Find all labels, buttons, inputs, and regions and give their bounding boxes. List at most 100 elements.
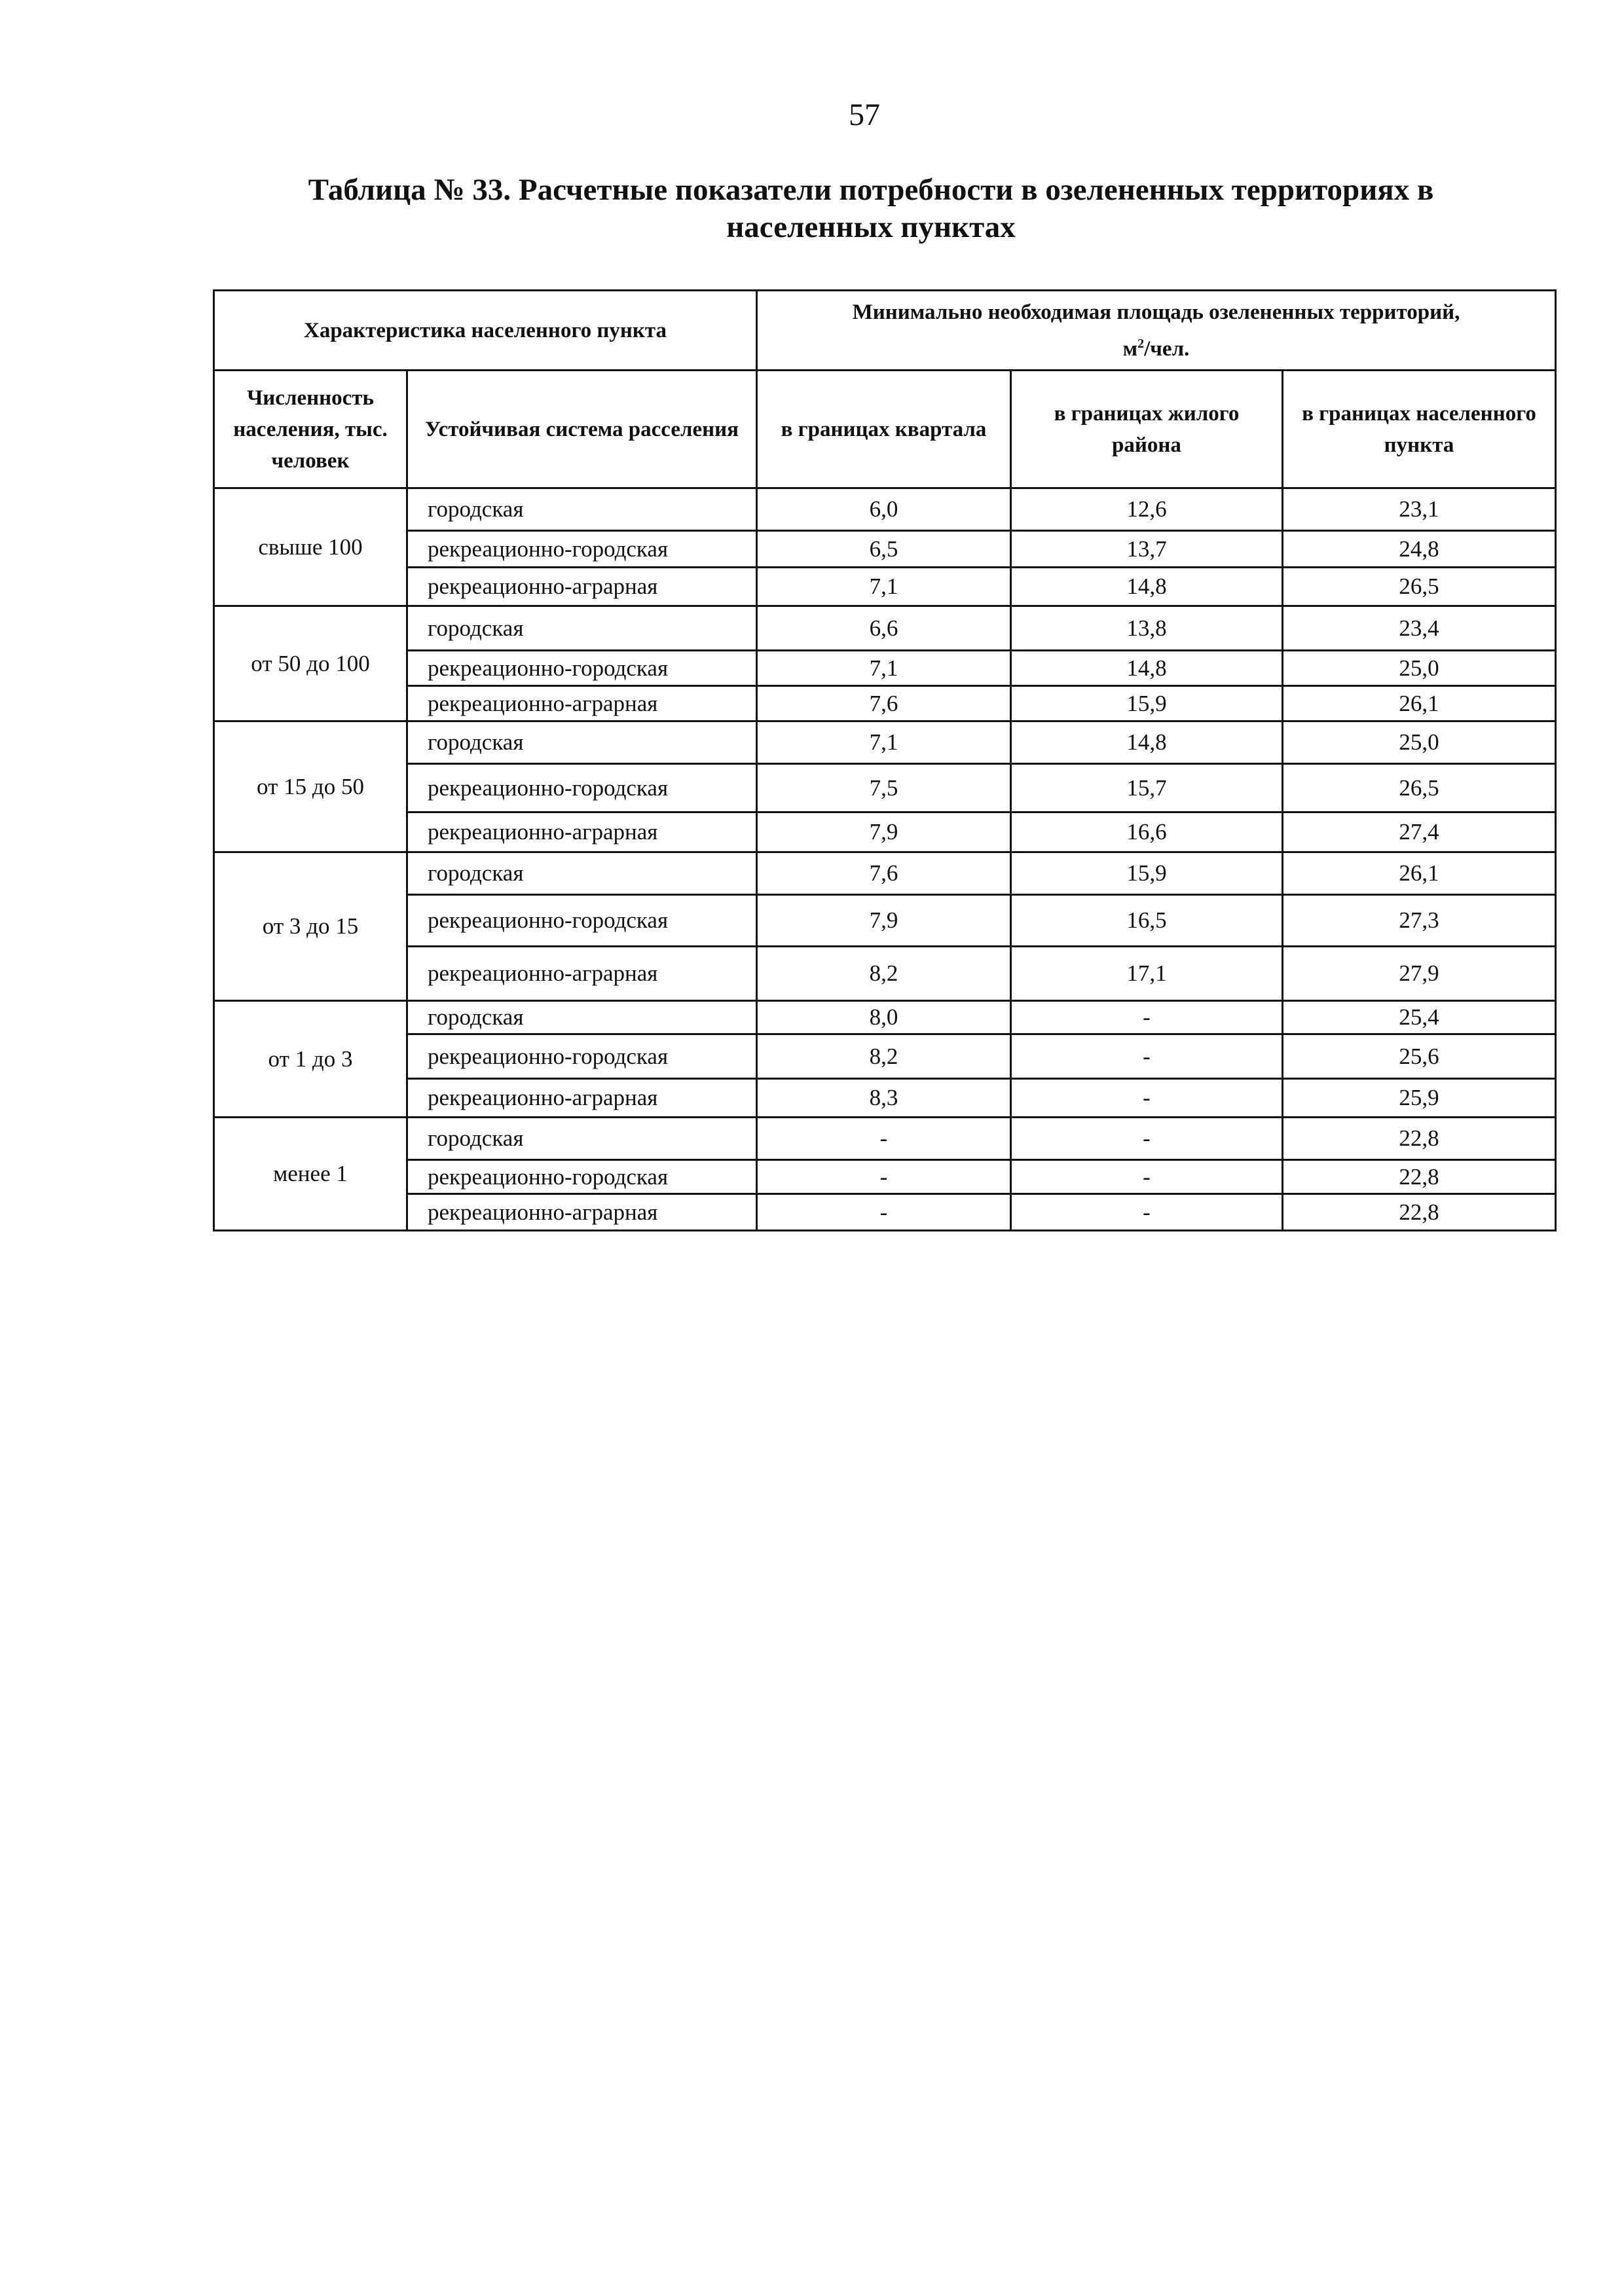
unit-base: м [1122, 337, 1138, 361]
system-cell: рекреационно-аграрная [406, 811, 758, 853]
block-cell: - [756, 1159, 1012, 1195]
district-cell: 14,8 [1010, 566, 1283, 607]
settlement-cell: 25,9 [1282, 1078, 1557, 1118]
district-cell: 15,7 [1010, 763, 1283, 813]
header-district: в границах жилого района [1010, 369, 1283, 489]
unit-sup: 2 [1137, 336, 1145, 351]
system-cell: городская [406, 1116, 758, 1161]
table-row: рекреационно-аграрная 7,9 16,6 27,4 [214, 811, 1557, 853]
system-cell: рекреационно-аграрная [406, 685, 758, 722]
block-cell: - [756, 1116, 1012, 1161]
settlement-cell: 26,5 [1282, 566, 1557, 607]
table-row: от 50 до 100 городская 6,6 13,8 23,4 [213, 605, 1557, 722]
table-row: рекреационно-городская - -22,8 [214, 1159, 1557, 1195]
district-cell: 12,6 [1010, 487, 1283, 532]
system-cell: городская [406, 851, 758, 896]
header-min-area-text: Минимально необходимая площадь озелененн… [852, 300, 1460, 324]
settlement-cell: 27,9 [1282, 945, 1557, 1002]
table-row: рекреационно-аграрная 8,3-25,9 [214, 1078, 1557, 1118]
table-row: от 3 до 15 городская 7,6 15,9 26,1 [213, 851, 1557, 1002]
block-cell: 8,2 [756, 1033, 1012, 1080]
header-characteristic: Характеристика населенного пункта [213, 289, 758, 371]
table-title: Таблица № 33. Расчетные показатели потре… [308, 173, 1434, 244]
district-cell: 14,8 [1010, 720, 1283, 765]
system-cell: городская [406, 605, 758, 651]
population-cell: менее 1 [213, 1116, 408, 1231]
district-cell: - [1010, 1193, 1283, 1231]
population-cell: от 15 до 50 [213, 720, 408, 853]
block-cell: 6,0 [756, 487, 1012, 532]
header-population: Численность населения, тыс. человек [213, 369, 408, 489]
table-row: рекреационно-городская 7,5 15,7 26,5 [214, 763, 1557, 813]
population-cell: от 1 до 3 [213, 1000, 408, 1118]
page-number: 57 [849, 98, 880, 132]
population-cell: от 3 до 15 [213, 851, 408, 1002]
table-row: рекреационно-городская 8,2-25,6 [214, 1033, 1557, 1080]
system-cell: рекреационно-городская [406, 530, 758, 568]
settlement-cell: 23,4 [1282, 605, 1557, 651]
settlement-cell: 22,8 [1282, 1159, 1557, 1195]
table-row: рекреационно-аграрная - -22,8 [214, 1193, 1557, 1231]
block-cell: 7,9 [756, 894, 1012, 947]
block-cell: 7,1 [756, 720, 1012, 765]
system-cell: городская [406, 720, 758, 765]
district-cell: 16,6 [1010, 811, 1283, 853]
settlement-cell: 25,0 [1282, 649, 1557, 687]
settlement-cell: 27,3 [1282, 894, 1557, 947]
system-cell: рекреационно-городская [406, 894, 758, 947]
settlement-cell: 24,8 [1282, 530, 1557, 568]
block-cell: 7,6 [756, 685, 1012, 722]
settlement-cell: 22,8 [1282, 1193, 1557, 1231]
table-row: рекреационно-аграрная 7,6 15,9 26,1 [214, 685, 1557, 722]
system-cell: рекреационно-городская [406, 649, 758, 687]
population-cell: от 50 до 100 [213, 605, 408, 722]
settlement-cell: 26,1 [1282, 851, 1557, 896]
system-cell: рекреационно-аграрная [406, 566, 758, 607]
table-row: рекреационно-аграрная 8,2 17,1 27,9 [214, 945, 1557, 1002]
table-row: от 15 до 50 городская 7,1 14,8 25,0 [213, 720, 1557, 853]
district-cell: 17,1 [1010, 945, 1283, 1002]
table-row: свыше 100 городская 6,0 12,6 23,1 [213, 487, 1557, 607]
header-block: в границах квартала [756, 369, 1012, 489]
table-row: от 1 до 3 городская 8,0 - 25,4 [213, 1000, 1557, 1118]
system-cell: рекреационно-городская [406, 1159, 758, 1195]
block-cell: 7,6 [756, 851, 1012, 896]
district-cell: 16,5 [1010, 894, 1283, 947]
district-cell: - [1010, 1159, 1283, 1195]
table-row: рекреационно-городская 7,1 14,8 25,0 [214, 649, 1557, 687]
district-cell: 13,7 [1010, 530, 1283, 568]
district-cell: - [1010, 1078, 1283, 1118]
block-cell: 7,1 [756, 566, 1012, 607]
block-cell: 7,5 [756, 763, 1012, 813]
settlement-cell: 22,8 [1282, 1116, 1557, 1161]
settlement-cell: 26,5 [1282, 763, 1557, 813]
system-cell: городская [406, 487, 758, 532]
table-row: рекреационно-городская 7,9 16,5 27,3 [214, 894, 1557, 947]
district-cell: 15,9 [1010, 851, 1283, 896]
system-cell: рекреационно-городская [406, 763, 758, 813]
table-row: менее 1 городская - -22,8 [213, 1116, 1557, 1231]
district-cell: - [1010, 1116, 1283, 1161]
district-cell: 13,8 [1010, 605, 1283, 651]
block-cell: 6,6 [756, 605, 1012, 651]
system-cell: рекреационно-аграрная [406, 945, 758, 1002]
settlement-cell: 25,4 [1282, 1000, 1557, 1035]
block-cell: 6,5 [756, 530, 1012, 568]
block-cell: 7,9 [756, 811, 1012, 853]
block-cell: 8,0 [756, 1000, 1012, 1035]
system-cell: городская [406, 1000, 758, 1035]
block-cell: 7,1 [756, 649, 1012, 687]
system-cell: рекреационно-аграрная [406, 1078, 758, 1118]
district-cell: 15,9 [1010, 685, 1283, 722]
population-cell: свыше 100 [213, 487, 408, 607]
settlement-cell: 27,4 [1282, 811, 1557, 853]
settlement-cell: 26,1 [1282, 685, 1557, 722]
header-settlement: в границах населенного пункта [1282, 369, 1557, 489]
district-cell: 14,8 [1010, 649, 1283, 687]
settlement-cell: 25,6 [1282, 1033, 1557, 1080]
settlement-cell: 23,1 [1282, 487, 1557, 532]
system-cell: рекреационно-аграрная [406, 1193, 758, 1231]
block-cell: - [756, 1193, 1012, 1231]
system-cell: рекреационно-городская [406, 1033, 758, 1080]
block-cell: 8,2 [756, 945, 1012, 1002]
